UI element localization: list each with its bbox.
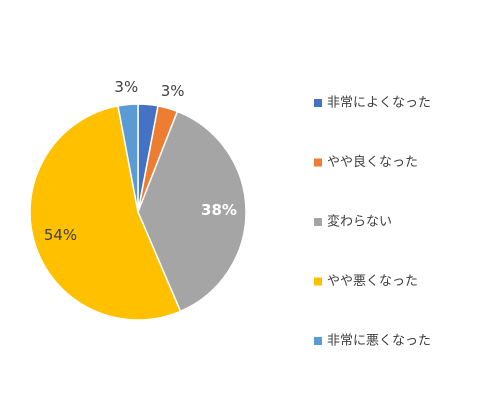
- legend-label: やや良くなった: [327, 154, 418, 170]
- legend-swatch: [314, 158, 322, 167]
- legend-swatch: [314, 218, 322, 226]
- data-label: 3%: [114, 78, 138, 96]
- legend-label: 変わらない: [327, 214, 392, 230]
- pie-slice: [137, 110, 247, 313]
- legend-label: 非常に悪くなった: [327, 334, 431, 349]
- legend-label: やや悪くなった: [327, 274, 418, 289]
- legend-swatch: [314, 99, 322, 107]
- data-label: 54%: [44, 226, 77, 244]
- data-label: 3%: [161, 82, 185, 100]
- data-label: 38%: [201, 201, 237, 219]
- pie-slice: [117, 103, 139, 213]
- pie-slice: [29, 104, 182, 321]
- legend-label: 非常によくなった: [327, 96, 431, 111]
- legend-swatch: [314, 277, 322, 286]
- legend-swatch: [314, 337, 322, 345]
